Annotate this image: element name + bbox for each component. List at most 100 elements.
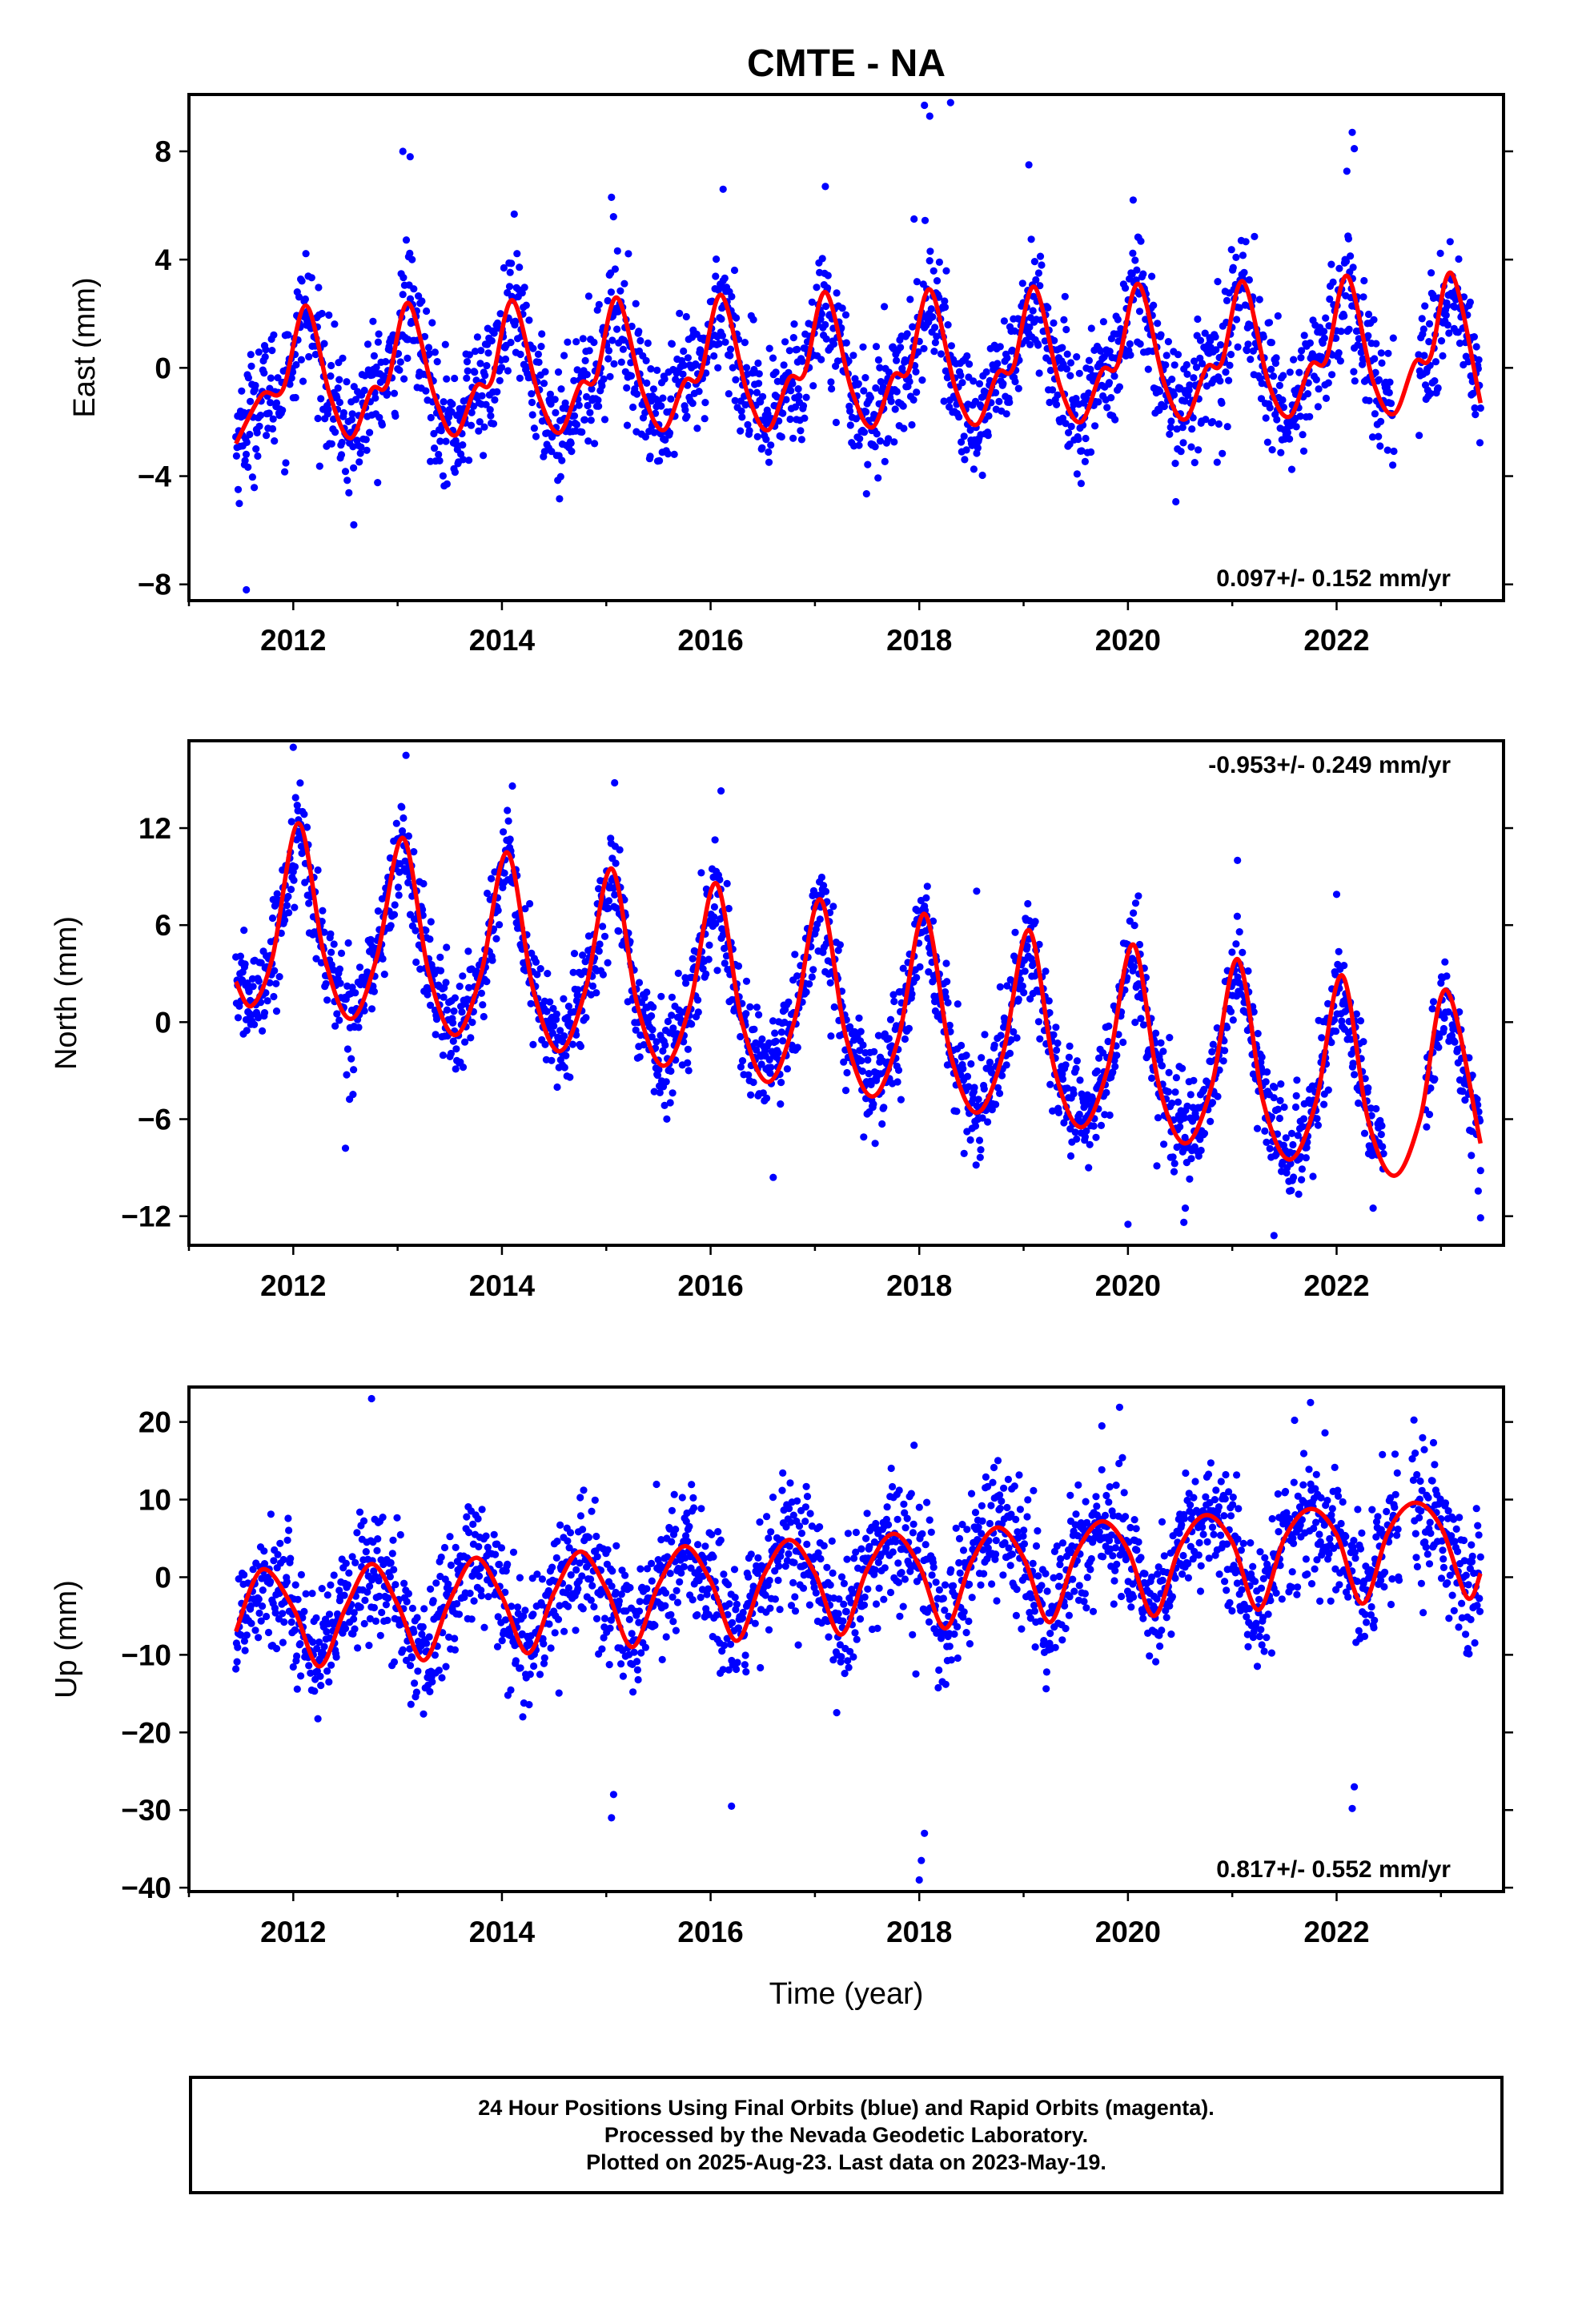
observation-point [664, 1017, 673, 1026]
observation-point [332, 1653, 340, 1661]
observation-point [1087, 448, 1095, 456]
observation-point [1086, 1140, 1094, 1148]
observation-point [997, 1031, 1005, 1039]
observation-point [1131, 256, 1139, 264]
observation-point [1130, 909, 1138, 917]
observation-point [355, 1508, 364, 1516]
observation-point [595, 300, 603, 308]
observation-point [1239, 948, 1247, 956]
observation-point [564, 1003, 573, 1011]
observation-point [899, 402, 907, 410]
observation-point [1352, 1010, 1360, 1018]
observation-point [679, 370, 687, 378]
outlier-point [1348, 128, 1356, 136]
observation-point [467, 421, 476, 429]
observation-point [247, 1602, 255, 1610]
observation-point [532, 958, 540, 966]
observation-point [287, 818, 295, 826]
observation-point [685, 1067, 693, 1075]
outlier-point [946, 99, 954, 107]
observation-point [604, 1546, 612, 1554]
observation-point [604, 959, 612, 967]
observation-point [861, 374, 869, 382]
observation-point [605, 1661, 613, 1669]
observation-point [341, 1624, 350, 1633]
observation-point [552, 1010, 560, 1018]
observation-point [484, 1593, 492, 1601]
observation-point [785, 347, 793, 355]
observation-point [1150, 301, 1158, 309]
observation-point [643, 988, 651, 996]
observation-point [620, 279, 628, 287]
observation-point [1455, 255, 1463, 263]
observation-point [1328, 371, 1336, 379]
observation-point [323, 1591, 331, 1599]
observation-point [918, 376, 926, 384]
x-tick-label: 2018 [886, 624, 952, 657]
observation-point [389, 1536, 397, 1544]
observation-point [995, 397, 1003, 405]
observation-point [1090, 1122, 1098, 1130]
observation-point [1344, 235, 1352, 243]
observation-point [1007, 1035, 1015, 1044]
observation-point [307, 274, 315, 282]
observation-point [1018, 982, 1026, 990]
observation-point [661, 375, 669, 383]
observation-point [1227, 246, 1235, 254]
observation-point [876, 437, 885, 445]
observation-point [338, 438, 346, 447]
observation-point [1277, 448, 1285, 456]
observation-point [516, 1664, 524, 1672]
observation-point [560, 1032, 568, 1040]
observation-point [1375, 432, 1383, 440]
observation-point [1261, 1127, 1269, 1135]
observation-point [1293, 1076, 1301, 1084]
observation-point [561, 399, 569, 407]
observation-point [977, 1146, 985, 1154]
observation-point [251, 484, 259, 492]
observation-point [771, 1029, 779, 1037]
observation-point [240, 1570, 248, 1579]
observation-point [920, 344, 928, 352]
observation-point [1194, 315, 1202, 324]
observation-point [1215, 420, 1223, 428]
observation-point [427, 413, 435, 422]
observation-point [1024, 899, 1032, 908]
observation-point [878, 1120, 886, 1128]
observation-point [1266, 1144, 1274, 1152]
observation-point [317, 959, 325, 967]
observation-point [313, 1645, 321, 1653]
observation-point [1153, 1162, 1161, 1170]
observation-point [1290, 356, 1298, 364]
observation-point [873, 430, 881, 438]
observation-point [852, 415, 860, 423]
observation-point [1324, 379, 1332, 387]
observation-point [1192, 1113, 1200, 1121]
observation-point [302, 1590, 310, 1598]
observation-point [774, 1049, 782, 1057]
observation-point [482, 1532, 490, 1540]
observation-point [296, 1640, 304, 1648]
observation-point [1351, 377, 1359, 385]
observation-point [1451, 303, 1459, 311]
outlier-point [608, 193, 616, 201]
observation-point [260, 1560, 269, 1568]
observation-point [493, 1642, 502, 1651]
observation-point [766, 1069, 774, 1077]
observation-point [355, 963, 364, 971]
observation-point [526, 1638, 534, 1647]
observation-point [235, 500, 243, 508]
observation-point [442, 437, 450, 445]
observation-point [379, 955, 387, 963]
observation-point [256, 412, 265, 420]
observation-point [431, 1651, 440, 1659]
observation-point [347, 1055, 355, 1063]
observation-point [1371, 368, 1379, 376]
observation-point [755, 1011, 763, 1019]
observation-point [1000, 317, 1008, 325]
observation-point [452, 1065, 460, 1073]
observation-point [1158, 1062, 1166, 1070]
observation-point [785, 998, 793, 1006]
observation-point [908, 990, 916, 998]
observation-point [232, 452, 240, 460]
